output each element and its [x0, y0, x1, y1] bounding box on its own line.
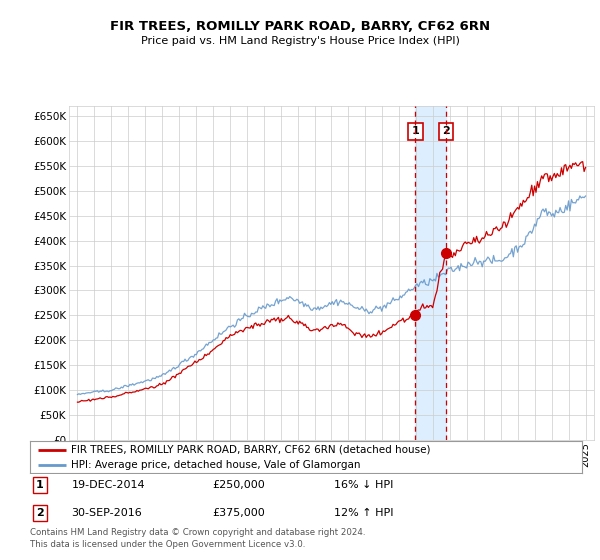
- Text: 1: 1: [36, 480, 44, 490]
- Text: 19-DEC-2014: 19-DEC-2014: [71, 480, 145, 490]
- Text: Contains HM Land Registry data © Crown copyright and database right 2024.
This d: Contains HM Land Registry data © Crown c…: [30, 528, 365, 549]
- Text: 2: 2: [442, 126, 449, 136]
- Text: 30-SEP-2016: 30-SEP-2016: [71, 508, 142, 518]
- Text: HPI: Average price, detached house, Vale of Glamorgan: HPI: Average price, detached house, Vale…: [71, 460, 361, 470]
- Text: FIR TREES, ROMILLY PARK ROAD, BARRY, CF62 6RN (detached house): FIR TREES, ROMILLY PARK ROAD, BARRY, CF6…: [71, 445, 431, 455]
- Text: 1: 1: [412, 126, 419, 136]
- Text: £250,000: £250,000: [212, 480, 265, 490]
- Text: 12% ↑ HPI: 12% ↑ HPI: [334, 508, 393, 518]
- Text: £375,000: £375,000: [212, 508, 265, 518]
- Text: FIR TREES, ROMILLY PARK ROAD, BARRY, CF62 6RN: FIR TREES, ROMILLY PARK ROAD, BARRY, CF6…: [110, 20, 490, 32]
- Bar: [415, 106, 446, 440]
- Text: 16% ↓ HPI: 16% ↓ HPI: [334, 480, 393, 490]
- Text: 2: 2: [36, 508, 44, 518]
- Text: Price paid vs. HM Land Registry's House Price Index (HPI): Price paid vs. HM Land Registry's House …: [140, 36, 460, 46]
